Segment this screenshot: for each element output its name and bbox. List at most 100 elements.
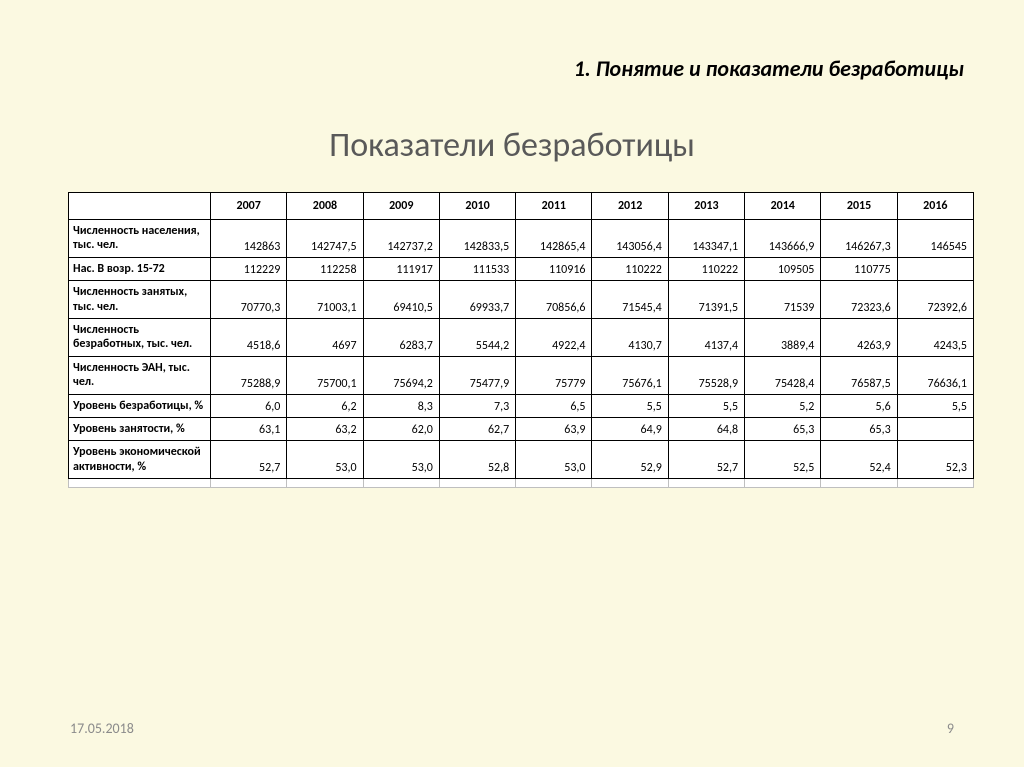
table-cell bbox=[897, 257, 973, 280]
table-cell: 64,9 bbox=[592, 417, 668, 440]
table-cell: 112258 bbox=[287, 257, 363, 280]
table-header-year: 2014 bbox=[745, 193, 821, 220]
table-cell: 52,4 bbox=[821, 441, 897, 479]
table-cell: 69410,5 bbox=[363, 281, 439, 319]
table-cell: 63,9 bbox=[516, 417, 592, 440]
table-body: Численность населения, тыс. чел.14286314… bbox=[69, 220, 974, 488]
table-cell: 4263,9 bbox=[821, 318, 897, 356]
table-cell: 75528,9 bbox=[668, 356, 744, 394]
spacer-cell bbox=[363, 479, 439, 488]
row-label: Численность ЭАН, тыс. чел. bbox=[69, 356, 211, 394]
table-cell: 4130,7 bbox=[592, 318, 668, 356]
table-cell: 142833,5 bbox=[439, 220, 515, 258]
table-cell: 5,5 bbox=[668, 394, 744, 417]
table-row: Уровень занятости, %63,163,262,062,763,9… bbox=[69, 417, 974, 440]
table-cell: 72392,6 bbox=[897, 281, 973, 319]
table-cell: 112229 bbox=[211, 257, 287, 280]
row-label: Численность населения, тыс. чел. bbox=[69, 220, 211, 258]
table-cell: 75700,1 bbox=[287, 356, 363, 394]
spacer-cell bbox=[821, 479, 897, 488]
table-cell: 6,2 bbox=[287, 394, 363, 417]
table-cell: 72323,6 bbox=[821, 281, 897, 319]
table-header-year: 2008 bbox=[287, 193, 363, 220]
table-header-year: 2009 bbox=[363, 193, 439, 220]
spacer-cell bbox=[745, 479, 821, 488]
table-cell: 63,2 bbox=[287, 417, 363, 440]
table-header-year: 2012 bbox=[592, 193, 668, 220]
table-cell: 4137,4 bbox=[668, 318, 744, 356]
row-label: Нас. В возр. 15-72 bbox=[69, 257, 211, 280]
table-row: Нас. В возр. 15-721122291122581119171115… bbox=[69, 257, 974, 280]
table-header-year: 2010 bbox=[439, 193, 515, 220]
table-cell: 65,3 bbox=[821, 417, 897, 440]
table-cell: 52,5 bbox=[745, 441, 821, 479]
row-label: Численность безработных, тыс. чел. bbox=[69, 318, 211, 356]
table-cell: 146267,3 bbox=[821, 220, 897, 258]
spacer-cell bbox=[69, 479, 211, 488]
slide: 1. Понятие и показатели безработицы Пока… bbox=[0, 0, 1024, 767]
row-label: Уровень занятости, % bbox=[69, 417, 211, 440]
table-header-row: 2007 2008 2009 2010 2011 2012 2013 2014 … bbox=[69, 193, 974, 220]
table-cell: 76587,5 bbox=[821, 356, 897, 394]
table-cell: 5,2 bbox=[745, 394, 821, 417]
table-cell: 70856,6 bbox=[516, 281, 592, 319]
table-header-year: 2013 bbox=[668, 193, 744, 220]
spacer-cell bbox=[668, 479, 744, 488]
table-cell: 146545 bbox=[897, 220, 973, 258]
table-cell: 110222 bbox=[592, 257, 668, 280]
table-cell: 143056,4 bbox=[592, 220, 668, 258]
table-cell: 71003,1 bbox=[287, 281, 363, 319]
table-row: Численность населения, тыс. чел.14286314… bbox=[69, 220, 974, 258]
table-cell: 143666,9 bbox=[745, 220, 821, 258]
table-cell: 63,1 bbox=[211, 417, 287, 440]
table-cell: 143347,1 bbox=[668, 220, 744, 258]
table-header-blank bbox=[69, 193, 211, 220]
table-cell: 70770,3 bbox=[211, 281, 287, 319]
table-cell: 109505 bbox=[745, 257, 821, 280]
table-cell: 76636,1 bbox=[897, 356, 973, 394]
table-cell: 110916 bbox=[516, 257, 592, 280]
table-cell: 6283,7 bbox=[363, 318, 439, 356]
table-cell: 53,0 bbox=[516, 441, 592, 479]
table-cell: 6,5 bbox=[516, 394, 592, 417]
table-cell: 110222 bbox=[668, 257, 744, 280]
table-cell: 4518,6 bbox=[211, 318, 287, 356]
table-cell: 111917 bbox=[363, 257, 439, 280]
table-cell: 52,7 bbox=[211, 441, 287, 479]
main-title: Показатели безработицы bbox=[0, 125, 1024, 166]
spacer-cell bbox=[592, 479, 668, 488]
table-cell: 75676,1 bbox=[592, 356, 668, 394]
table-cell: 5,6 bbox=[821, 394, 897, 417]
table-cell: 75477,9 bbox=[439, 356, 515, 394]
table-cell: 6,0 bbox=[211, 394, 287, 417]
table-row: Численность ЭАН, тыс. чел.75288,975700,1… bbox=[69, 356, 974, 394]
table-cell: 75779 bbox=[516, 356, 592, 394]
table-cell: 52,3 bbox=[897, 441, 973, 479]
table-cell: 52,9 bbox=[592, 441, 668, 479]
table-cell: 75288,9 bbox=[211, 356, 287, 394]
table-spacer-row bbox=[69, 479, 974, 488]
table-cell: 8,3 bbox=[363, 394, 439, 417]
table-cell: 3889,4 bbox=[745, 318, 821, 356]
table-row: Уровень экономической активности, %52,75… bbox=[69, 441, 974, 479]
table-cell: 52,7 bbox=[668, 441, 744, 479]
table-header-year: 2011 bbox=[516, 193, 592, 220]
table-cell: 64,8 bbox=[668, 417, 744, 440]
table-header-year: 2016 bbox=[897, 193, 973, 220]
table-cell: 5,5 bbox=[592, 394, 668, 417]
table-cell: 4243,5 bbox=[897, 318, 973, 356]
table-header-year: 2015 bbox=[821, 193, 897, 220]
table-header-year: 2007 bbox=[211, 193, 287, 220]
row-label: Уровень безработицы, % bbox=[69, 394, 211, 417]
table-cell: 62,0 bbox=[363, 417, 439, 440]
spacer-cell bbox=[211, 479, 287, 488]
spacer-cell bbox=[287, 479, 363, 488]
table-cell: 71545,4 bbox=[592, 281, 668, 319]
table-row: Численность занятых, тыс. чел.70770,3710… bbox=[69, 281, 974, 319]
table-cell: 53,0 bbox=[287, 441, 363, 479]
table-cell: 110775 bbox=[821, 257, 897, 280]
table-cell: 65,3 bbox=[745, 417, 821, 440]
section-header: 1. Понятие и показатели безработицы bbox=[574, 55, 964, 82]
table-cell: 4922,4 bbox=[516, 318, 592, 356]
table-cell: 5,5 bbox=[897, 394, 973, 417]
